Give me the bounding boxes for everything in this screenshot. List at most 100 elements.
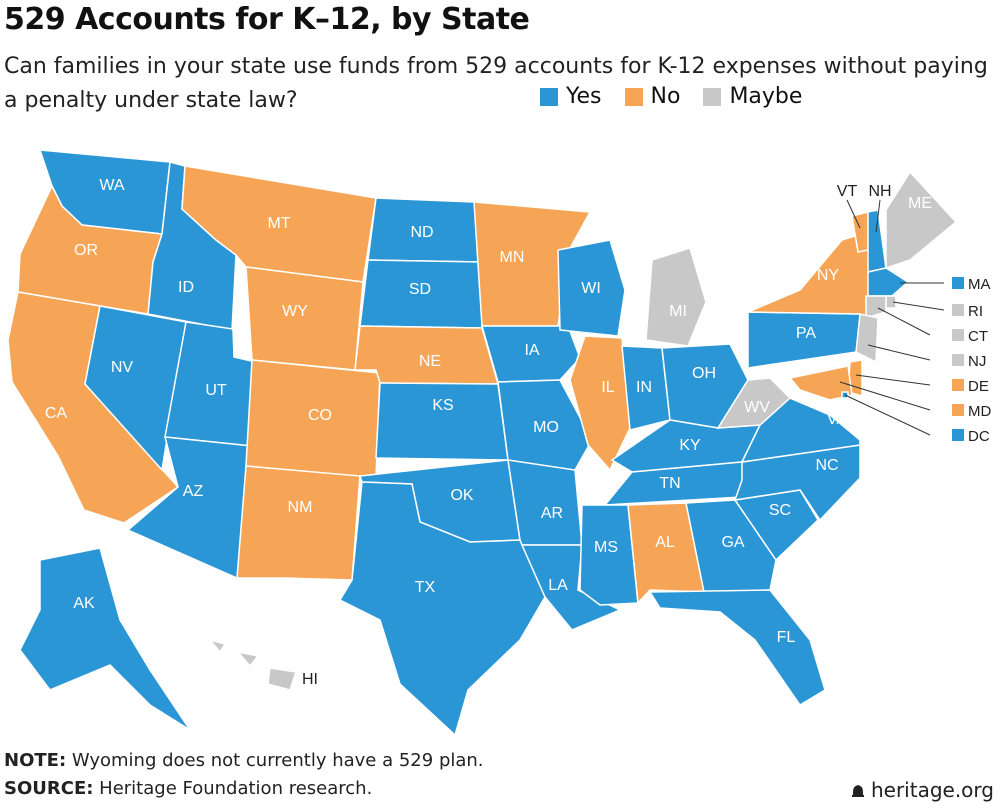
callout-line-nh (875, 199, 881, 233)
state-label-il: IL (601, 379, 614, 396)
state-label-ms: MS (594, 539, 618, 556)
state-label-mi: MI (669, 303, 687, 320)
map-subtitle: Can families in your state use funds fro… (4, 54, 988, 113)
state-label-ar: AR (541, 505, 563, 522)
state-az (126, 436, 253, 580)
legend-swatch-no (624, 87, 643, 106)
state-label-ma: MA (968, 276, 991, 293)
state-label-ak: AK (73, 595, 95, 612)
state-label-al: AL (655, 534, 675, 551)
callout-swatch-md (952, 404, 964, 416)
state-label-ct: CT (968, 328, 988, 345)
state-label-me: ME (908, 195, 932, 212)
state-label-md: MD (968, 403, 991, 420)
state-label-id: ID (178, 279, 194, 296)
note-label: NOTE: (4, 750, 67, 771)
state-label-mn: MN (500, 249, 525, 266)
note-text: Wyoming does not currently have a 529 pl… (66, 750, 484, 771)
callout-swatch-ri (952, 304, 964, 316)
state-label-ca: CA (45, 405, 68, 422)
legend-swatch-yes (540, 87, 558, 106)
bell-logo-icon (851, 785, 864, 797)
state-il (569, 335, 631, 472)
legend: Yes No Maybe (540, 84, 818, 112)
state-label-ok: OK (450, 487, 473, 504)
legend-item-no: No (624, 84, 681, 109)
state-label-nd: ND (410, 224, 433, 241)
callout-line-md (839, 381, 931, 411)
state-label-ny: NY (817, 267, 840, 284)
state-me (885, 170, 958, 270)
map-title: 529 Accounts for K–12, by State (4, 2, 530, 37)
state-nm (236, 465, 361, 581)
state-label-wi: WI (581, 280, 601, 297)
brand-text: heritage.org (870, 778, 994, 802)
state-label-or: OR (74, 242, 98, 259)
state-label-az: AZ (183, 483, 204, 500)
callout-line-vt (846, 199, 861, 229)
callout-line-dc (844, 394, 931, 436)
state-wi (557, 239, 626, 337)
state-label-sd: SD (409, 281, 431, 298)
state-md (788, 365, 853, 401)
state-ia (481, 325, 581, 383)
state-label-nj: NJ (968, 353, 986, 370)
state-label-nv: NV (111, 359, 134, 376)
state-ks (375, 382, 509, 461)
state-ma (867, 267, 910, 297)
state-label-wa: WA (99, 177, 125, 194)
source-label: SOURCE: (4, 778, 94, 799)
us-state-map: WA OR CA ID NV UT AZ MT WY CO NM ND SD NE KS OK TX MN IA MO… (7, 149, 991, 737)
state-wv (716, 377, 792, 429)
callout-line-ct (877, 307, 931, 336)
state-mi (645, 247, 707, 347)
state-label-ky: KY (679, 437, 701, 454)
state-label-ga: GA (721, 534, 744, 551)
state-label-de: DE (968, 378, 989, 395)
state-label-nc: NC (815, 457, 838, 474)
legend-item-maybe: Maybe (703, 84, 802, 109)
brand[interactable]: heritage.org (851, 778, 994, 802)
state-label-tn: TN (659, 475, 680, 492)
state-nv (84, 305, 187, 472)
state-label-hi: HI (302, 671, 318, 688)
state-label-in: IN (636, 379, 652, 396)
callout-swatch-ct (952, 329, 964, 341)
callout-swatch-ma (952, 277, 964, 289)
callout-swatch-de (952, 379, 964, 391)
state-ak (19, 547, 191, 731)
callout-line-ri (892, 301, 945, 311)
state-label-mo: MO (533, 419, 559, 436)
state-label-ne: NE (419, 353, 441, 370)
state-label-vt: VT (837, 183, 858, 200)
legend-swatch-maybe (703, 87, 722, 106)
state-label-fl: FL (777, 629, 796, 646)
legend-label-no: No (650, 84, 681, 109)
state-label-la: LA (548, 577, 568, 594)
state-label-ks: KS (432, 397, 453, 414)
state-nh (867, 209, 887, 273)
state-hi (207, 638, 297, 691)
callout-line-nj (867, 344, 931, 361)
state-label-mt: MT (267, 215, 290, 232)
state-label-tx: TX (415, 579, 436, 596)
state-label-co: CO (308, 407, 332, 424)
legend-label-maybe: Maybe (729, 84, 803, 109)
state-label-nm: NM (288, 499, 313, 516)
state-label-nh: NH (868, 183, 891, 200)
state-label-ri: RI (968, 303, 983, 320)
callout-line-de (855, 374, 931, 386)
state-tx (338, 481, 546, 737)
state-ct (865, 295, 887, 320)
legend-item-yes: Yes (540, 84, 602, 109)
state-fl (648, 589, 826, 707)
note: NOTE: Wyoming does not currently have a … (4, 750, 484, 771)
state-label-sc: SC (769, 502, 791, 519)
state-label-ia: IA (524, 342, 539, 359)
state-label-va: VA (827, 411, 847, 428)
state-ga (685, 499, 777, 593)
source: SOURCE: Heritage Foundation research. (4, 778, 372, 799)
state-label-oh: OH (692, 365, 716, 382)
callout-swatch-dc (952, 429, 964, 441)
callout-swatch-nj (952, 354, 964, 366)
